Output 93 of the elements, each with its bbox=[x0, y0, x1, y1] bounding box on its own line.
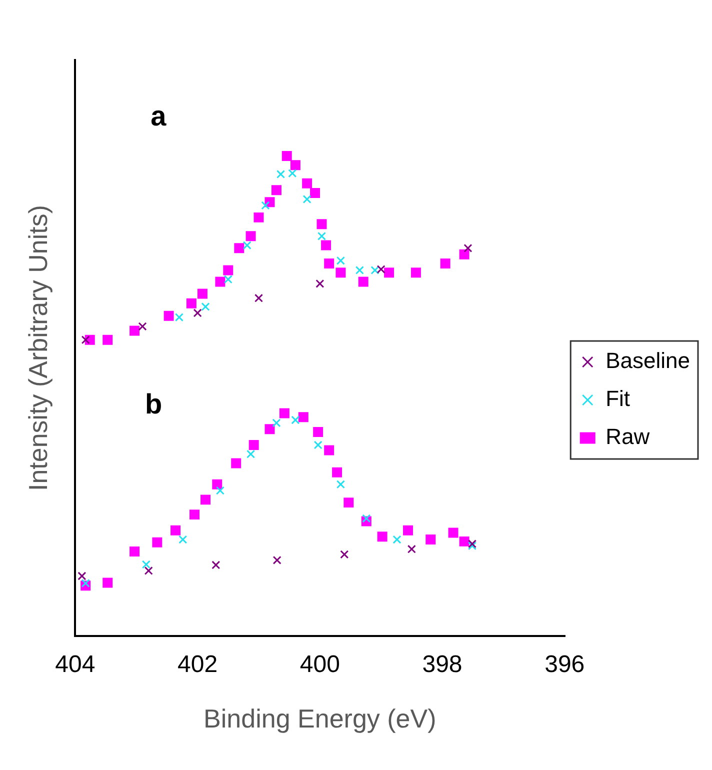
point bbox=[197, 288, 208, 299]
point bbox=[174, 312, 184, 322]
point bbox=[216, 486, 224, 495]
point bbox=[193, 308, 202, 318]
point bbox=[302, 194, 312, 204]
point bbox=[78, 572, 86, 580]
x-axis-title: Binding Energy (eV) bbox=[204, 704, 436, 734]
point bbox=[403, 525, 413, 536]
point bbox=[358, 276, 368, 287]
point bbox=[223, 265, 234, 276]
point bbox=[279, 408, 290, 418]
point bbox=[314, 440, 322, 450]
point bbox=[201, 302, 210, 312]
point bbox=[234, 243, 244, 254]
point bbox=[290, 160, 300, 170]
point bbox=[362, 514, 371, 523]
point bbox=[200, 494, 210, 505]
point bbox=[426, 534, 436, 545]
point bbox=[152, 537, 162, 548]
x-tick-label: 404 bbox=[55, 651, 96, 678]
x-tick-label: 400 bbox=[300, 651, 340, 678]
point bbox=[459, 536, 470, 546]
point bbox=[242, 240, 252, 250]
point bbox=[410, 268, 421, 278]
point bbox=[142, 560, 150, 569]
point bbox=[448, 528, 458, 538]
point bbox=[407, 544, 416, 554]
point bbox=[298, 412, 308, 422]
point bbox=[254, 294, 264, 302]
point bbox=[336, 256, 345, 265]
point bbox=[178, 535, 188, 544]
point bbox=[81, 578, 90, 588]
point bbox=[440, 258, 450, 269]
point bbox=[164, 310, 174, 321]
y-axis-title: Intensity (Arbitrary Units) bbox=[22, 204, 53, 492]
point bbox=[144, 566, 153, 576]
point bbox=[464, 244, 472, 252]
point bbox=[130, 326, 140, 336]
point bbox=[321, 240, 332, 250]
point bbox=[282, 151, 292, 161]
point bbox=[254, 212, 264, 222]
point bbox=[344, 498, 354, 508]
point bbox=[170, 525, 181, 536]
point bbox=[248, 440, 259, 450]
point bbox=[316, 219, 327, 230]
x-tick-label: 398 bbox=[422, 651, 462, 678]
point bbox=[272, 556, 282, 564]
legend-label: Fit bbox=[606, 386, 630, 412]
point bbox=[215, 276, 226, 287]
point bbox=[376, 264, 386, 274]
point bbox=[302, 178, 312, 188]
point bbox=[261, 201, 270, 210]
point bbox=[212, 560, 220, 570]
x-tick-label: 402 bbox=[178, 651, 218, 678]
point bbox=[246, 450, 256, 458]
point bbox=[340, 550, 349, 559]
point bbox=[272, 418, 281, 428]
point bbox=[190, 510, 200, 520]
point bbox=[186, 298, 196, 308]
point bbox=[130, 546, 140, 557]
point bbox=[224, 275, 232, 284]
point bbox=[271, 185, 282, 196]
point bbox=[276, 170, 286, 179]
point bbox=[102, 578, 113, 588]
point bbox=[316, 279, 324, 288]
text: a bbox=[150, 100, 167, 132]
point bbox=[317, 232, 326, 240]
point bbox=[392, 535, 402, 544]
point bbox=[324, 258, 334, 269]
legend-label: Raw bbox=[606, 424, 650, 450]
point bbox=[288, 168, 297, 178]
point bbox=[81, 336, 90, 344]
point bbox=[212, 479, 222, 490]
point bbox=[138, 322, 147, 331]
point bbox=[264, 424, 275, 434]
point bbox=[370, 266, 380, 275]
point bbox=[384, 268, 394, 278]
point bbox=[102, 334, 113, 345]
annotation: b bbox=[144, 388, 162, 420]
x-tick-label: 396 bbox=[544, 651, 585, 678]
point bbox=[355, 266, 364, 275]
point bbox=[332, 467, 342, 478]
point bbox=[377, 532, 388, 542]
point bbox=[310, 188, 320, 198]
point bbox=[459, 249, 470, 260]
point bbox=[246, 231, 256, 242]
point bbox=[336, 268, 346, 278]
point bbox=[313, 427, 324, 437]
legend-label: Baseline bbox=[606, 348, 690, 374]
point bbox=[231, 458, 242, 468]
point bbox=[336, 480, 345, 489]
point bbox=[291, 416, 300, 424]
point bbox=[324, 445, 334, 456]
